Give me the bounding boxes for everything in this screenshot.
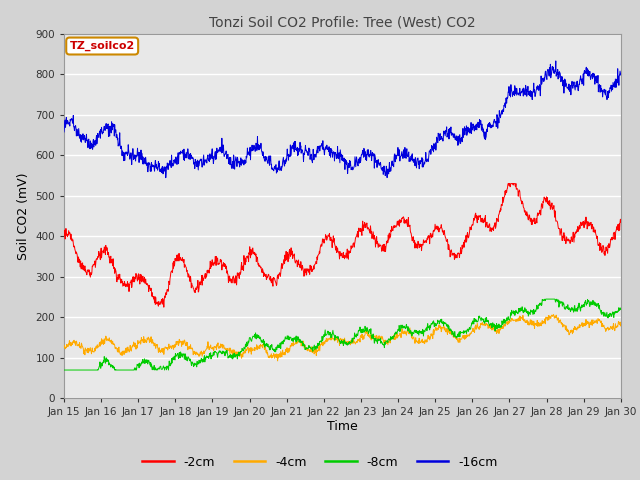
X-axis label: Time: Time [327, 420, 358, 433]
Y-axis label: Soil CO2 (mV): Soil CO2 (mV) [17, 172, 30, 260]
Title: Tonzi Soil CO2 Profile: Tree (West) CO2: Tonzi Soil CO2 Profile: Tree (West) CO2 [209, 16, 476, 30]
Text: TZ_soilco2: TZ_soilco2 [70, 41, 135, 51]
Legend: -2cm, -4cm, -8cm, -16cm: -2cm, -4cm, -8cm, -16cm [138, 451, 502, 474]
